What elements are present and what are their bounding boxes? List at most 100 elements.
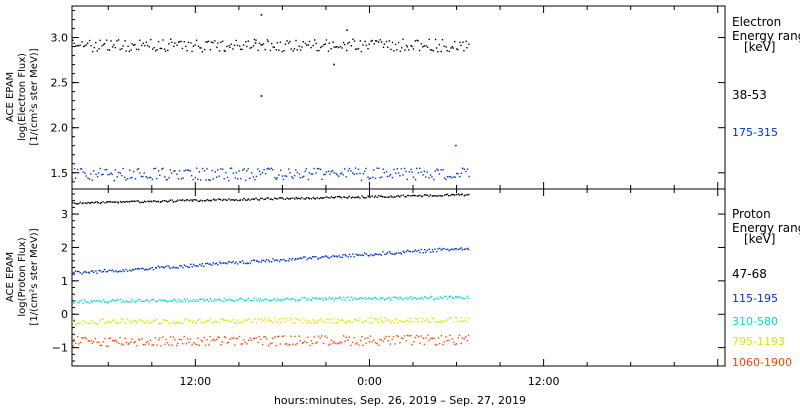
data-point [158, 322, 160, 325]
data-point [262, 319, 265, 321]
data-point [103, 322, 106, 325]
data-point [310, 299, 313, 301]
data-point [356, 342, 358, 344]
data-point [433, 337, 435, 340]
data-point [117, 322, 119, 324]
data-point [201, 51, 204, 53]
data-point [166, 319, 168, 322]
data-point [239, 261, 241, 263]
data-point [94, 322, 97, 325]
data-point [287, 344, 289, 346]
data-point [325, 196, 328, 198]
data-point [261, 259, 263, 262]
data-point [261, 171, 264, 174]
data-point [268, 317, 270, 320]
data-point [340, 319, 342, 321]
proton-points [71, 193, 470, 347]
data-point [200, 47, 202, 49]
data-point [401, 47, 403, 49]
data-point [410, 168, 412, 170]
data-point [365, 342, 367, 345]
data-point [404, 49, 406, 51]
data-point [134, 341, 136, 343]
data-point [264, 298, 266, 300]
data-point [416, 250, 418, 252]
data-point [422, 46, 424, 48]
data-point [453, 249, 455, 251]
data-point [343, 296, 345, 299]
proton-legend-subtitle: Energy ranges [732, 221, 800, 235]
data-point [79, 44, 81, 46]
data-point [99, 344, 101, 347]
data-point [239, 261, 242, 263]
data-point [335, 321, 337, 324]
data-point [440, 320, 443, 322]
data-point [235, 261, 237, 263]
data-point [447, 298, 449, 300]
data-point [183, 319, 186, 321]
data-point [189, 338, 192, 340]
data-point [424, 296, 426, 298]
data-point [448, 50, 450, 53]
data-point [268, 261, 271, 263]
data-point [242, 44, 245, 46]
data-point [374, 195, 377, 197]
data-point [253, 259, 256, 262]
data-point [382, 46, 385, 48]
data-point [142, 42, 144, 45]
data-point [314, 198, 317, 200]
data-point [180, 322, 183, 325]
data-point [237, 299, 239, 301]
data-point [260, 261, 262, 263]
data-point [222, 262, 224, 264]
data-point [144, 322, 146, 324]
data-point [311, 256, 314, 258]
outlier-point [333, 63, 335, 66]
data-point [381, 176, 383, 178]
data-point [145, 341, 147, 344]
data-point [428, 297, 430, 299]
data-point [427, 334, 429, 336]
data-point [157, 170, 160, 172]
data-point [301, 196, 303, 199]
data-point [157, 265, 160, 267]
data-point [85, 175, 87, 177]
data-point [237, 263, 239, 265]
data-point [139, 299, 141, 301]
data-point [373, 317, 375, 319]
data-point [304, 256, 306, 258]
data-point [73, 42, 75, 44]
data-point [88, 39, 91, 42]
data-point [388, 320, 390, 322]
data-point [452, 194, 454, 196]
data-point [359, 317, 361, 319]
data-point [195, 167, 198, 169]
data-point [82, 202, 84, 204]
data-point [111, 173, 113, 176]
data-point [345, 197, 348, 199]
data-point [228, 44, 230, 47]
data-point [249, 177, 251, 179]
data-point [368, 178, 370, 180]
data-point [218, 50, 221, 52]
data-point [298, 335, 300, 337]
data-point [125, 179, 127, 181]
data-point [307, 320, 310, 322]
data-point [168, 300, 170, 303]
data-point [133, 341, 135, 344]
data-point [417, 172, 420, 174]
data-point [176, 44, 178, 46]
data-point [220, 168, 222, 170]
data-point [131, 200, 133, 202]
data-point [159, 299, 161, 301]
data-point [116, 201, 119, 203]
data-point [205, 319, 207, 322]
data-point [382, 251, 384, 253]
data-point [306, 299, 308, 301]
data-point [203, 265, 205, 268]
data-point [399, 296, 401, 298]
data-point [350, 197, 352, 199]
data-point [185, 318, 187, 320]
data-point [247, 198, 249, 200]
data-point [95, 173, 97, 176]
